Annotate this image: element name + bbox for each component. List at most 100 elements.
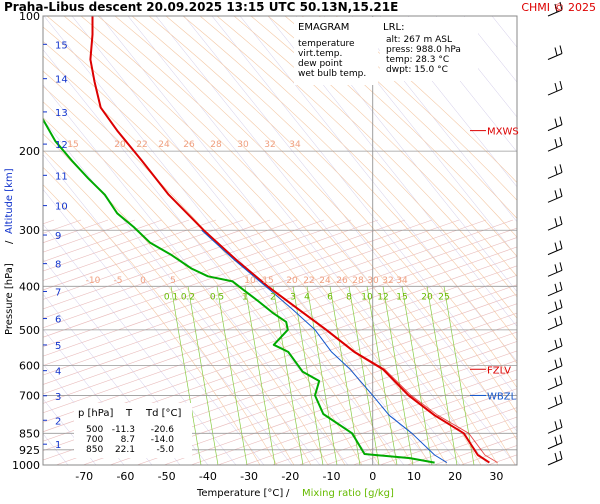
moist-adiabat-line: [182, 16, 517, 365]
mixing-ratio-label: 2: [270, 292, 276, 302]
adiabat-line: [127, 16, 489, 465]
isotherm-label: 20: [286, 276, 298, 286]
wind-barb-staff: [547, 307, 563, 315]
isotherm-label: 34: [289, 140, 301, 150]
isotherm-line: [43, 265, 517, 433]
x-axis-mixing-label: Mixing ratio [g/kg]: [302, 488, 394, 499]
x-tick-label: 10: [407, 470, 421, 483]
level-table: p [hPa] T Td [°C] 500 -11.3 -20.6 700 8.…: [74, 403, 192, 458]
level-table-cell: 8.7: [121, 435, 135, 445]
wind-barb-icon: [547, 357, 563, 373]
altitude-tick-label: 10: [55, 202, 68, 213]
isotherm-line: [325, 397, 517, 465]
wind-barb-staff: [547, 144, 563, 152]
wind-barb-feather: [559, 337, 563, 347]
series-line-virt-temp: [89, 16, 498, 463]
level-table-header-p: p [hPa]: [78, 408, 113, 419]
adiabat-line: [351, 16, 517, 223]
wind-barb-icon: [547, 419, 563, 434]
altitude-tick-label: 2: [55, 416, 61, 427]
y-tick-label: 700: [19, 389, 40, 402]
wind-barb-feather: [554, 377, 558, 386]
mixing-ratio-label: 25: [438, 292, 449, 302]
wind-barb-staff: [547, 402, 563, 410]
mixing-ratio-line: [216, 286, 248, 465]
isotherm-line: [82, 312, 517, 465]
y-tick-label: 600: [19, 359, 40, 372]
altitude-tick-label: 12: [55, 140, 68, 151]
x-tick-label: 20: [448, 470, 462, 483]
mixing-ratio-line: [382, 286, 414, 465]
wind-barb-feather: [559, 434, 563, 443]
x-axis-title: Temperature [°C] / Mixing ratio [g/kg]: [196, 488, 394, 499]
wind-barb-feather: [559, 1, 563, 11]
mixing-ratio-line: [348, 286, 380, 465]
altitude-tick-label: 9: [55, 231, 61, 242]
wind-barb-feather: [554, 339, 558, 349]
wind-barb-feather: [554, 47, 558, 56]
isotherm-label: 24: [158, 140, 170, 150]
mixing-ratio-line: [401, 286, 433, 465]
moist-adiabat-line: [165, 16, 517, 389]
lrl-altitude: alt: 267 m ASL: [386, 35, 452, 45]
y-tick-label: 1000: [12, 459, 40, 472]
wind-barb-icon: [547, 137, 563, 152]
isotherm-line: [43, 227, 517, 395]
moist-adiabat-line: [43, 101, 346, 465]
wind-barb-feather: [554, 118, 558, 127]
isotherm-label: 30: [237, 140, 249, 150]
moist-adiabat-line: [43, 166, 278, 465]
wind-barb-feather: [559, 137, 563, 146]
wind-barb-feather: [554, 396, 558, 406]
y-axis-separator: /: [4, 240, 15, 244]
wind-barb-staff: [547, 171, 563, 179]
wind-barb-staff: [547, 289, 563, 297]
y-tick-label: 500: [19, 324, 40, 337]
wind-barb-feather: [559, 240, 563, 249]
altitude-tick-label: 3: [55, 392, 61, 403]
isotherm-label: 24: [319, 276, 331, 286]
mixing-ratio-line: [329, 286, 361, 465]
moist-adiabat-line: [233, 16, 517, 298]
isotherm-line: [271, 378, 517, 465]
isotherm-label: -5: [114, 276, 123, 286]
wind-barb-staff: [547, 442, 563, 450]
wind-barb-icon: [547, 1, 563, 17]
altitude-tick-label: 6: [55, 315, 61, 326]
adiabat-line: [239, 16, 517, 362]
x-tick-label: -10: [323, 470, 341, 483]
adiabat-line: [323, 16, 517, 258]
legend-item-wet-bulb: wet bulb temp.: [298, 69, 366, 79]
wind-barb-staff: [547, 269, 563, 277]
isotherm-label: 22: [303, 276, 314, 286]
wind-barb-feather: [559, 188, 563, 197]
isotherm-line: [109, 322, 517, 465]
moist-adiabat-line: [43, 26, 431, 465]
wind-barb-feather: [554, 139, 558, 148]
isotherm-label: 32: [264, 140, 275, 150]
wind-barb-feather: [554, 436, 558, 445]
adiabat-line: [155, 16, 517, 465]
wind-barb-feather: [554, 283, 558, 292]
series-line-dew-point: [43, 117, 435, 464]
x-tick-label: -70: [75, 470, 93, 483]
wind-barb-icon: [547, 375, 563, 391]
wind-barb-feather: [559, 216, 563, 225]
adiabat-line: [407, 16, 517, 153]
wind-barb-icon: [547, 164, 563, 179]
adiabat-line: [295, 16, 517, 293]
wind-barb-icon: [547, 299, 563, 315]
isotherm-line: [43, 219, 325, 319]
wind-barb-feather: [554, 166, 558, 175]
wind-barb-staff: [547, 383, 563, 391]
isotherm-label: 26: [183, 140, 195, 150]
wind-barb-icon: [547, 337, 563, 353]
adiabat-line: [43, 16, 405, 465]
altitude-tick-label: 15: [55, 40, 68, 51]
lrl-pressure: press: 988.0 hPa: [386, 45, 461, 55]
moist-adiabat-line: [216, 16, 517, 319]
moist-adiabat-line: [63, 16, 465, 465]
adiabat-line: [43, 223, 237, 465]
x-tick-label: 30: [489, 470, 503, 483]
